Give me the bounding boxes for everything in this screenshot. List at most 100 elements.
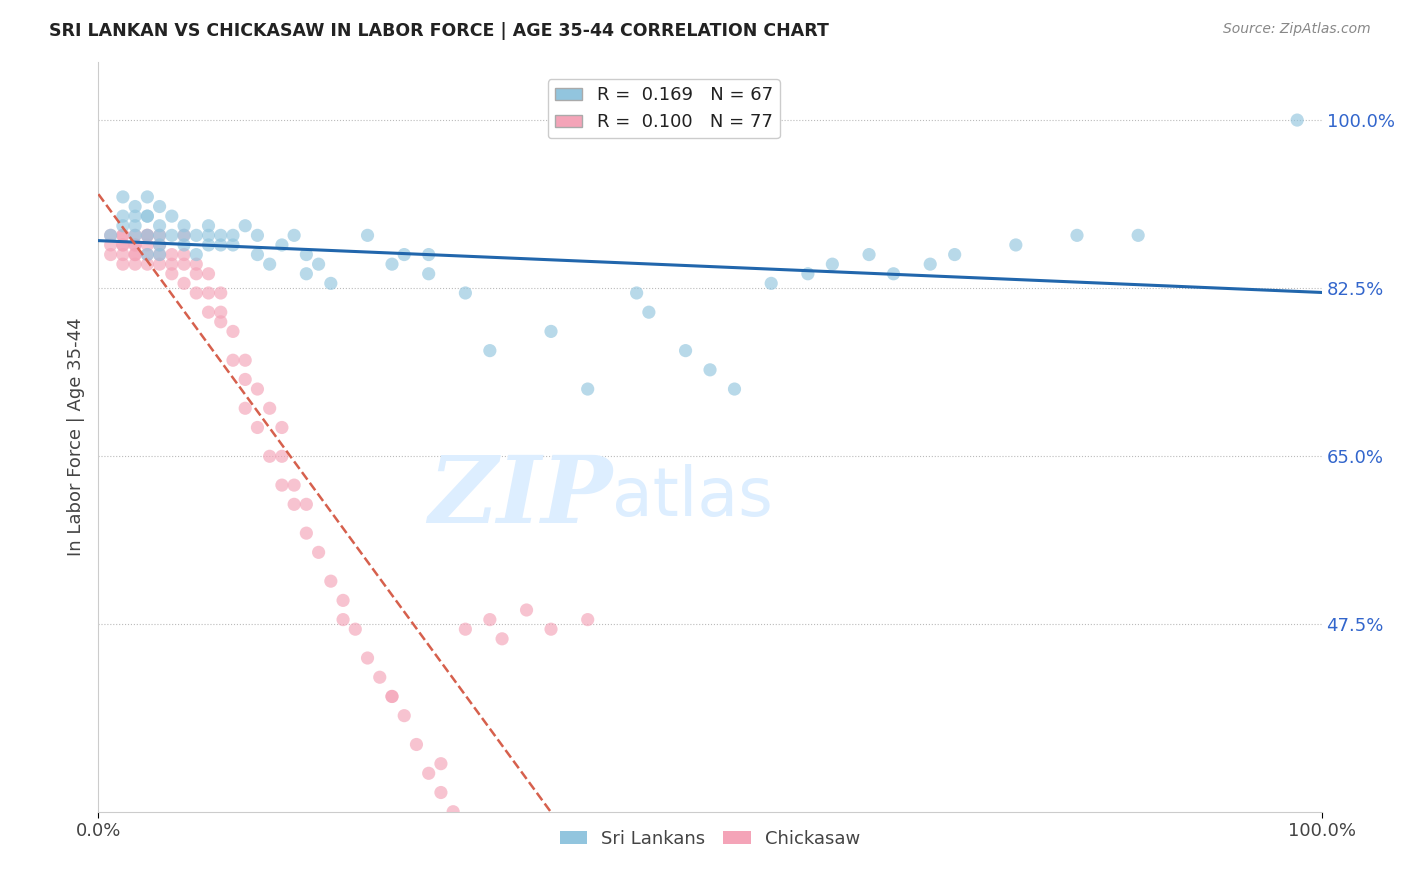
Point — [136, 247, 159, 261]
Point — [197, 228, 219, 243]
Point — [259, 450, 281, 464]
Point — [723, 382, 745, 396]
Point — [111, 209, 134, 223]
Point — [124, 219, 146, 233]
Point — [478, 343, 501, 358]
Point — [1128, 228, 1150, 243]
Point — [308, 545, 330, 559]
Point — [270, 420, 294, 434]
Point — [136, 190, 159, 204]
Point — [1066, 228, 1088, 243]
Point — [233, 353, 256, 368]
Point — [1286, 113, 1309, 128]
Point — [392, 708, 416, 723]
Point — [626, 285, 648, 300]
Point — [515, 603, 537, 617]
Point — [222, 325, 245, 339]
Point — [111, 247, 134, 261]
Point — [295, 497, 318, 511]
Point — [405, 738, 427, 752]
Text: atlas: atlas — [612, 464, 773, 530]
Point — [124, 238, 146, 252]
Point — [209, 305, 232, 319]
Point — [186, 285, 208, 300]
Point — [1004, 238, 1026, 252]
Point — [478, 613, 501, 627]
Point — [283, 228, 305, 243]
Text: ZIP: ZIP — [427, 452, 612, 542]
Point — [124, 247, 146, 261]
Point — [883, 267, 905, 281]
Point — [136, 247, 159, 261]
Point — [270, 238, 294, 252]
Point — [222, 228, 245, 243]
Point — [124, 200, 146, 214]
Point — [356, 651, 378, 665]
Point — [319, 277, 342, 291]
Point — [332, 593, 354, 607]
Point — [441, 805, 464, 819]
Point — [430, 785, 453, 799]
Point — [259, 257, 281, 271]
Point — [136, 257, 159, 271]
Point — [319, 574, 342, 589]
Point — [943, 247, 966, 261]
Point — [259, 401, 281, 416]
Point — [111, 238, 134, 252]
Point — [111, 228, 134, 243]
Point — [283, 478, 305, 492]
Point — [124, 228, 146, 243]
Point — [160, 257, 183, 271]
Point — [295, 526, 318, 541]
Point — [233, 401, 256, 416]
Point — [173, 228, 195, 243]
Point — [111, 190, 134, 204]
Point — [100, 238, 122, 252]
Point — [186, 247, 208, 261]
Point — [233, 372, 256, 386]
Point — [418, 766, 440, 780]
Point — [160, 247, 183, 261]
Point — [295, 247, 318, 261]
Point — [100, 228, 122, 243]
Point — [173, 247, 195, 261]
Point — [270, 478, 294, 492]
Point — [270, 450, 294, 464]
Point — [111, 219, 134, 233]
Point — [381, 257, 404, 271]
Point — [149, 219, 172, 233]
Point — [418, 247, 440, 261]
Point — [222, 238, 245, 252]
Point — [173, 277, 195, 291]
Point — [821, 257, 844, 271]
Point — [637, 305, 661, 319]
Point — [576, 382, 599, 396]
Point — [149, 238, 172, 252]
Point — [197, 285, 219, 300]
Point — [246, 420, 269, 434]
Point — [576, 613, 599, 627]
Point — [124, 247, 146, 261]
Point — [356, 228, 378, 243]
Point — [186, 267, 208, 281]
Point — [368, 670, 391, 684]
Point — [124, 228, 146, 243]
Point — [540, 622, 562, 636]
Point — [149, 228, 172, 243]
Point — [430, 756, 453, 771]
Point — [149, 247, 172, 261]
Point — [111, 257, 134, 271]
Point — [246, 382, 269, 396]
Point — [209, 228, 232, 243]
Point — [246, 228, 269, 243]
Point — [160, 267, 183, 281]
Point — [858, 247, 880, 261]
Point — [332, 613, 354, 627]
Point — [173, 228, 195, 243]
Point — [124, 238, 146, 252]
Point — [675, 343, 697, 358]
Point — [149, 238, 172, 252]
Point — [160, 228, 183, 243]
Point — [100, 247, 122, 261]
Point — [454, 622, 477, 636]
